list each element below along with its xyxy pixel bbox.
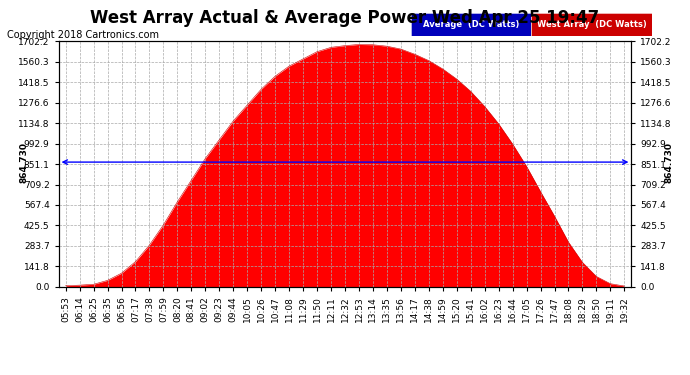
Text: 864.730: 864.730 [664,142,673,183]
Text: West Array  (DC Watts): West Array (DC Watts) [537,20,647,29]
Text: 864.730: 864.730 [20,142,29,183]
Text: Copyright 2018 Cartronics.com: Copyright 2018 Cartronics.com [7,30,159,40]
Text: West Array Actual & Average Power Wed Apr 25 19:47: West Array Actual & Average Power Wed Ap… [90,9,600,27]
Text: Average  (DC Watts): Average (DC Watts) [423,20,519,29]
